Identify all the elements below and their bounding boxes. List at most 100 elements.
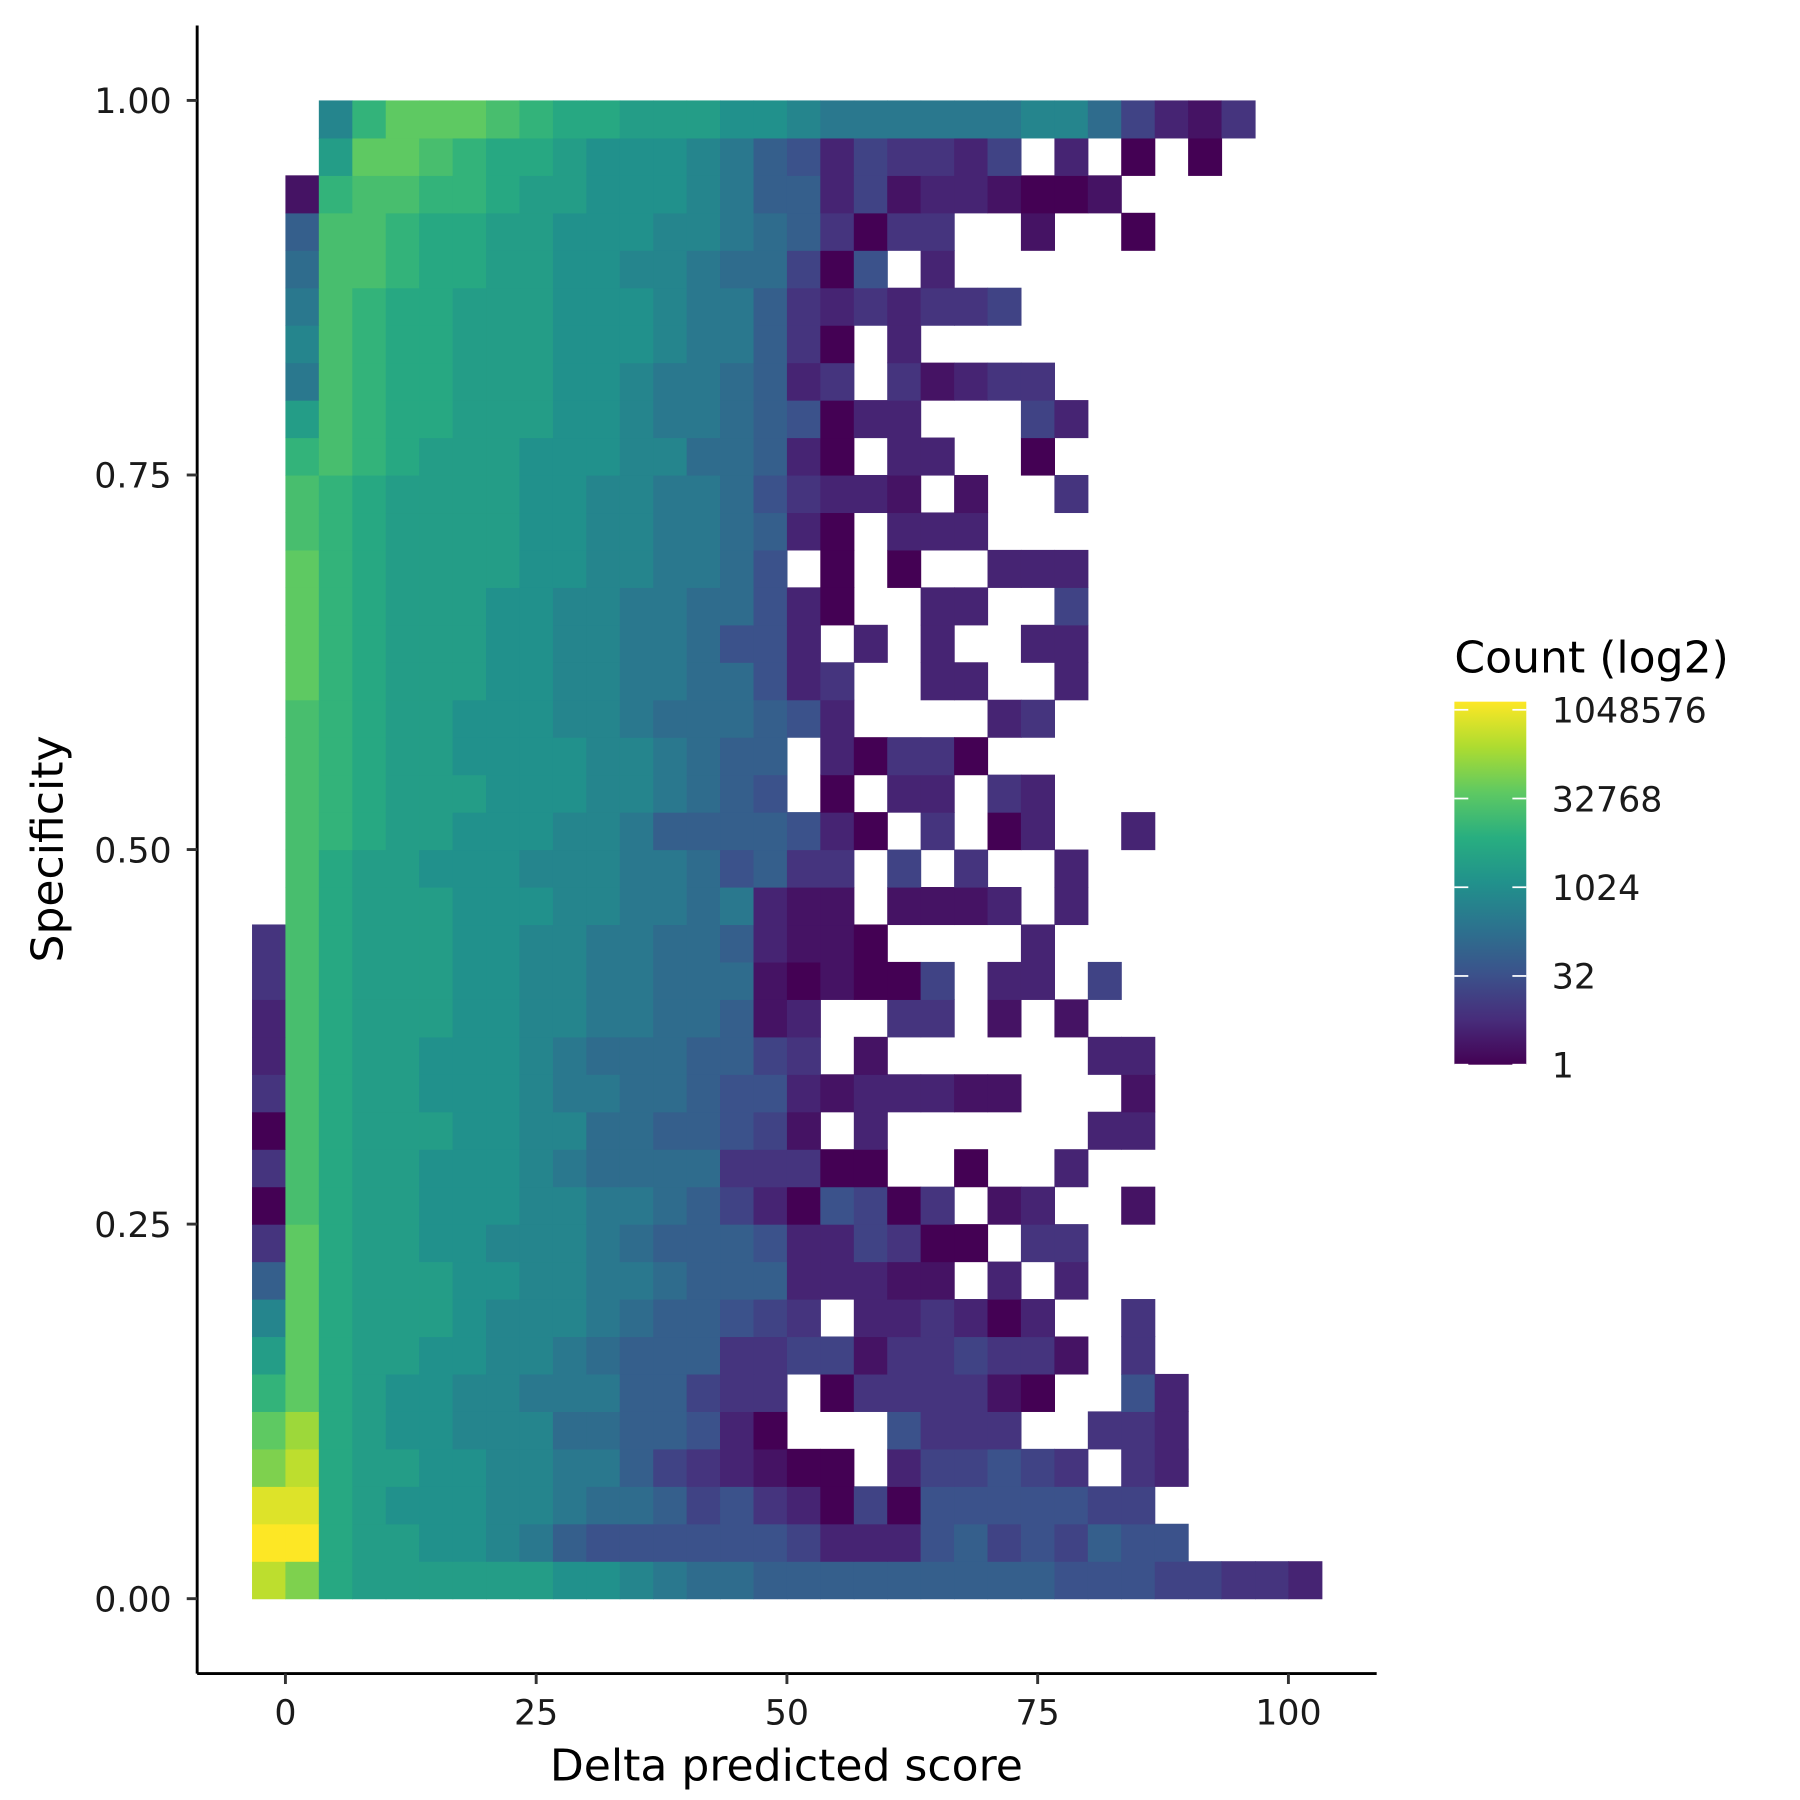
heatmap-cell xyxy=(385,1561,420,1600)
heatmap-cell xyxy=(753,1523,788,1562)
heatmap-cell xyxy=(987,1523,1022,1562)
heatmap-cell xyxy=(385,699,420,738)
heatmap-cell xyxy=(252,924,287,963)
heatmap-cell xyxy=(552,512,587,551)
heatmap-cell xyxy=(352,250,387,289)
heatmap-cell xyxy=(486,362,521,401)
heatmap-cell xyxy=(586,325,621,364)
heatmap-cell xyxy=(619,1074,654,1113)
heatmap-cell xyxy=(753,1373,788,1412)
heatmap-cell xyxy=(519,1261,554,1300)
heatmap-cell xyxy=(318,587,353,626)
heatmap-cell xyxy=(318,1373,353,1412)
heatmap-cell xyxy=(586,587,621,626)
heatmap-cell xyxy=(352,175,387,214)
heatmap-cell xyxy=(419,549,454,588)
heatmap-cell xyxy=(954,175,989,214)
heatmap-cell xyxy=(352,512,387,551)
heatmap-cell xyxy=(987,999,1022,1038)
heatmap-cell xyxy=(252,1448,287,1487)
heatmap-cell xyxy=(653,1336,688,1375)
heatmap-cell xyxy=(419,1111,454,1150)
legend-title: Count (log2) xyxy=(1454,633,1728,684)
heatmap-cell xyxy=(753,175,788,214)
heatmap-cell xyxy=(318,1336,353,1375)
heatmap-cell xyxy=(686,1036,721,1075)
heatmap-cell xyxy=(385,212,420,251)
heatmap-cell xyxy=(686,812,721,851)
heatmap-cell xyxy=(452,175,487,214)
heatmap-cell xyxy=(619,1336,654,1375)
heatmap-cell xyxy=(720,250,755,289)
heatmap-cell xyxy=(385,362,420,401)
heatmap-cell xyxy=(954,100,989,139)
heatmap-cell xyxy=(586,250,621,289)
heatmap-cell xyxy=(419,1523,454,1562)
heatmap-cell xyxy=(753,137,788,176)
heatmap-cell xyxy=(619,774,654,813)
heatmap-cell xyxy=(1054,137,1089,176)
heatmap-cell xyxy=(486,887,521,926)
heatmap-cell xyxy=(1020,1486,1055,1525)
heatmap-cell xyxy=(686,287,721,326)
heatmap-cell xyxy=(720,400,755,439)
heatmap-cell xyxy=(653,1373,688,1412)
x-tick-label: 100 xyxy=(1255,1694,1321,1734)
heatmap-cell xyxy=(820,250,855,289)
heatmap-cell xyxy=(586,1111,621,1150)
heatmap-cell xyxy=(720,924,755,963)
heatmap-cell xyxy=(252,1486,287,1525)
heatmap-cell xyxy=(419,961,454,1000)
heatmap-cell xyxy=(419,362,454,401)
heatmap-cell xyxy=(920,737,955,776)
heatmap-cell xyxy=(920,961,955,1000)
heatmap-cell xyxy=(853,961,888,1000)
heatmap-cell xyxy=(486,1074,521,1113)
heatmap-cell xyxy=(720,137,755,176)
heatmap-cell xyxy=(352,1299,387,1338)
heatmap-cell xyxy=(720,175,755,214)
heatmap-cell xyxy=(519,1486,554,1525)
heatmap-cell xyxy=(920,362,955,401)
heatmap-cell xyxy=(686,400,721,439)
heatmap-cell xyxy=(1054,175,1089,214)
heatmap-cell xyxy=(519,1523,554,1562)
heatmap-cell xyxy=(686,999,721,1038)
heatmap-cell xyxy=(686,1224,721,1263)
heatmap-cell xyxy=(385,1486,420,1525)
heatmap-cell xyxy=(586,1486,621,1525)
heatmap-cell xyxy=(486,1224,521,1263)
heatmap-cell xyxy=(586,400,621,439)
heatmap-cell xyxy=(1020,549,1055,588)
heatmap-cell xyxy=(452,887,487,926)
heatmap-cell xyxy=(920,287,955,326)
heatmap-cell xyxy=(519,212,554,251)
heatmap-cell xyxy=(987,1299,1022,1338)
heatmap-cell xyxy=(786,999,821,1038)
heatmap-cell xyxy=(887,325,922,364)
heatmap-cell xyxy=(1020,400,1055,439)
heatmap-cell xyxy=(586,137,621,176)
heatmap-cell xyxy=(786,1111,821,1150)
heatmap-cell xyxy=(786,1149,821,1188)
heatmap-cell xyxy=(385,1261,420,1300)
heatmap-cell xyxy=(720,1523,755,1562)
heatmap-cell xyxy=(519,1186,554,1225)
heatmap-cell xyxy=(318,1448,353,1487)
heatmap-cell xyxy=(786,512,821,551)
heatmap-cell xyxy=(586,437,621,476)
heatmap-cell xyxy=(753,1149,788,1188)
heatmap-cell xyxy=(252,1149,287,1188)
heatmap-cell xyxy=(987,1074,1022,1113)
heatmap-cell xyxy=(753,1336,788,1375)
heatmap-cell xyxy=(653,849,688,888)
heatmap-cell xyxy=(653,287,688,326)
heatmap-cell xyxy=(385,325,420,364)
heatmap-cell xyxy=(352,437,387,476)
heatmap-cell xyxy=(786,1299,821,1338)
heatmap-cell xyxy=(1154,1448,1189,1487)
heatmap-cell xyxy=(552,1299,587,1338)
heatmap-cell xyxy=(686,1186,721,1225)
heatmap-cell xyxy=(720,325,755,364)
heatmap-cell xyxy=(1121,1373,1156,1412)
